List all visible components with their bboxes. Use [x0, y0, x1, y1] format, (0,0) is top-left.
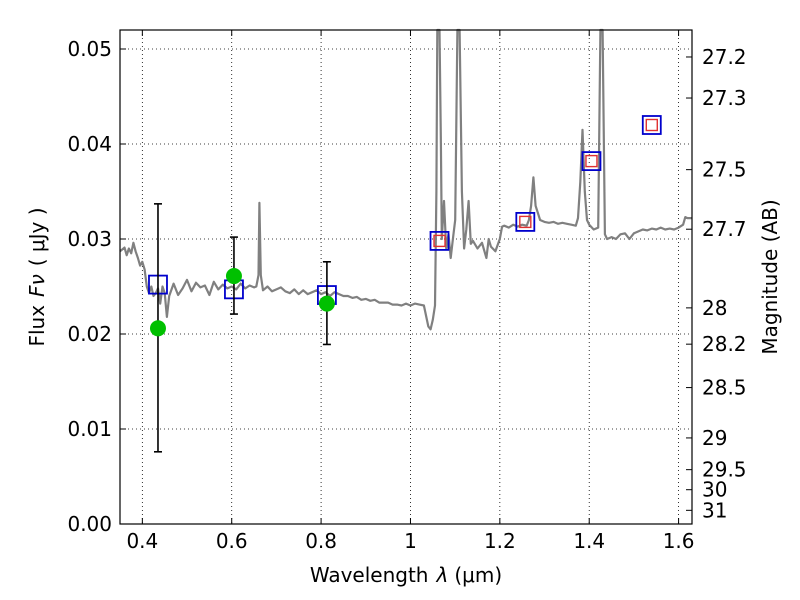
y-axis-ticks: 0.00 0.01 0.02 0.03 0.04 0.05 [67, 37, 126, 536]
model-square [641, 115, 662, 135]
spectrum-series [119, 28, 692, 331]
spectrum-line [119, 28, 692, 331]
magnitude-tick-label: 27.2 [702, 45, 747, 69]
observed-point [149, 320, 166, 337]
x-axis-label: Wavelength λ (μm) [310, 563, 502, 587]
magnitude-tick-label: 30 [702, 478, 727, 502]
observed-square [585, 154, 598, 168]
photometry-marks [148, 115, 662, 453]
model-square [515, 211, 536, 232]
plot-frame [119, 29, 693, 525]
observed-point [225, 268, 242, 285]
magnitude-tick-label: 27.7 [702, 217, 747, 241]
x-tick-label: 1.4 [573, 529, 605, 553]
x-tick-label: 0.6 [216, 529, 248, 553]
observed-square [519, 215, 532, 229]
y-tick-label: 0.03 [67, 227, 112, 251]
y-tick-label: 0.00 [67, 512, 112, 536]
magnitude-tick-label: 28.5 [702, 376, 747, 400]
y-tick-label: 0.04 [67, 132, 112, 156]
y-tick-label: 0.01 [67, 417, 112, 441]
model-square [429, 230, 450, 251]
x-tick-label: 1 [404, 529, 417, 553]
y-tick-label: 0.05 [67, 37, 112, 61]
observed-square [645, 118, 658, 132]
x-tick-label: 1.6 [663, 529, 695, 553]
observed-square [433, 234, 446, 248]
magnitude-tick-label: 28.2 [702, 332, 747, 356]
magnitude-tick-label: 29.5 [702, 458, 747, 482]
observed-point [318, 295, 335, 312]
grid-lines [120, 30, 692, 524]
y-axis-label: FluxFν( μJy ) [25, 207, 49, 346]
magnitude-tick-label: 27.3 [702, 86, 747, 110]
y-tick-label: 0.02 [67, 322, 112, 346]
x-axis-ticks: 0.4 0.6 0.8 1 1.2 1.4 1.6 [126, 30, 695, 553]
x-tick-label: 0.4 [126, 529, 158, 553]
x-tick-label: 0.8 [305, 529, 337, 553]
model-square [581, 151, 602, 172]
magnitude-tick-label: 29 [702, 426, 727, 450]
magnitude-tick-label: 31 [702, 498, 727, 522]
magnitude-tick-label: 27.5 [702, 158, 747, 182]
x-tick-label: 1.2 [484, 529, 516, 553]
magnitude-axis-label: Magnitude (AB) [758, 199, 782, 354]
magnitude-tick-label: 28 [702, 296, 727, 320]
